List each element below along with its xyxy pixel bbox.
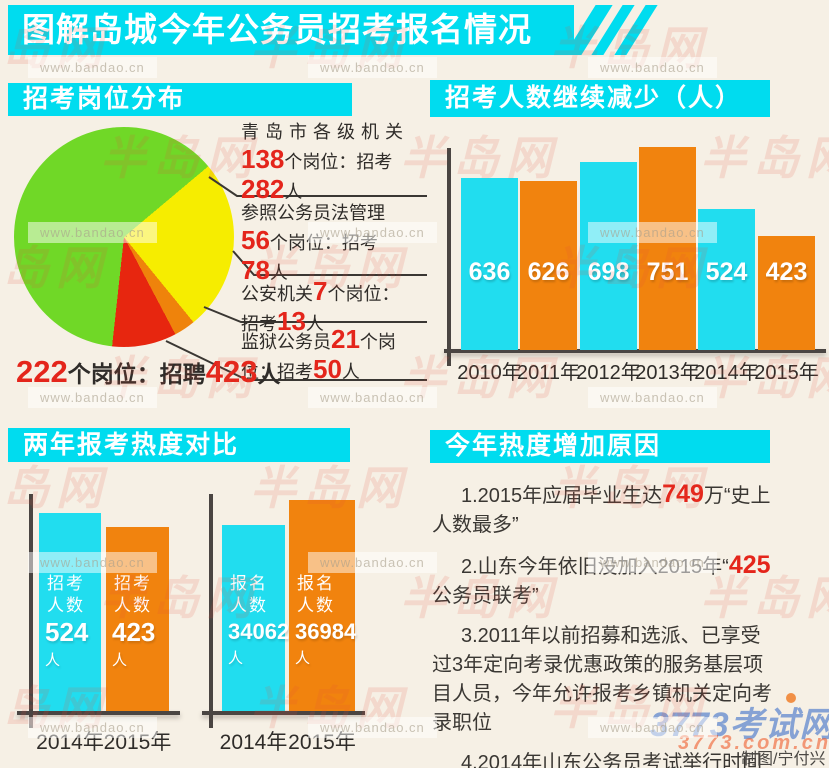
- press-watermark-url: www.bandao.cn: [28, 387, 157, 408]
- compare-y-axis: [29, 494, 33, 728]
- pie-label-prison: 监狱公务员21个岗 位：招考50人: [241, 324, 396, 384]
- reason-3: 3.2011年以前招募和选派、已享受过3年定向考录优惠政策的服务基层项目人员，今…: [432, 625, 772, 734]
- bar-category-label: 2014年: [694, 362, 759, 384]
- bar-value-label: 626: [527, 258, 570, 286]
- compare-bar-报名人数-2015年: [289, 500, 355, 711]
- compare-value: 524: [45, 617, 89, 647]
- credit-line: 制图/宁付兴: [741, 751, 826, 768]
- bar-category-label: 2013年: [635, 362, 700, 384]
- compare-value: 34062: [228, 619, 290, 644]
- compare-category-label: 2015年: [288, 731, 356, 754]
- recruit-bar-chart: 636 2010年 626 2011年 698 2012年 751 2013年 524 2014年…: [430, 120, 829, 405]
- compare-bar-value-label: 423 人: [112, 617, 167, 673]
- compare-bar-series-label: 报名 人数: [297, 574, 335, 615]
- bar-2015年: [758, 236, 815, 350]
- bar-category-label: 2011年: [516, 362, 580, 384]
- compare-bar-series-label: 招考 人数: [47, 574, 85, 615]
- panel-header-reasons-label: 今年热度增加原因: [445, 432, 662, 460]
- reason-1: 1.2015年应届毕业生达749万“史上人数最多”: [432, 480, 771, 536]
- reason-4: 4.2014年山东公务员考试举行时间比今年晚了20天左右，部分毕业生已找到工作: [461, 752, 763, 768]
- title-banner: 图解岛城今年公务员招考报名情况: [8, 5, 574, 55]
- compare-value: 423: [112, 617, 156, 647]
- press-watermark-url: www.bandao.cn: [588, 57, 717, 78]
- bar-value-label: 423: [765, 258, 808, 286]
- panel-header-compare-label: 两年报考热度对比: [23, 431, 240, 459]
- bar-value-label: 524: [705, 258, 748, 286]
- press-watermark-url: www.bandao.cn: [308, 387, 437, 408]
- compare-value-unit: 人: [112, 652, 128, 669]
- compare-category-label: 2014年: [219, 731, 288, 754]
- press-watermark-url: www.bandao.cn: [28, 57, 157, 78]
- x-axis: [444, 349, 826, 353]
- compare-bar-招考人数-2014年: [39, 513, 101, 711]
- pie-total-line: 222个岗位：招聘423人: [16, 354, 281, 389]
- compare-bar-series-label: 报名 人数: [230, 574, 268, 615]
- logo-dot-icon: [786, 693, 796, 703]
- bar-value-label: 698: [587, 258, 630, 286]
- bar-category-label: 2015年: [754, 362, 819, 384]
- compare-category-label: 2015年: [103, 731, 172, 754]
- compare-value: 36984: [295, 619, 357, 644]
- page-title: 图解岛城今年公务员招考报名情况: [22, 11, 532, 48]
- compare-bar-报名人数-2014年: [222, 525, 285, 711]
- panel-header-recruit-trend: 招考人数继续减少（人）: [430, 80, 770, 117]
- reason-2: 2.山东今年依旧没加入2015年“425公务员联考”: [432, 551, 771, 607]
- pie-label-public-security: 公安机关7个岗位： 招考13人: [241, 276, 400, 336]
- press-watermark-url: www.bandao.cn: [308, 57, 437, 78]
- panel-header-positions-label: 招考岗位分布: [23, 85, 186, 113]
- compare-bar-value-label: 524 人: [45, 617, 99, 673]
- compare-value-unit: 人: [45, 652, 61, 669]
- compare-value-unit: 人: [228, 650, 244, 667]
- bar-category-label: 2012年: [576, 362, 641, 384]
- reasons-text: 1.2015年应届毕业生达749万“史上人数最多” 2.山东今年依旧没加入201…: [432, 480, 778, 768]
- bar-value-label: 751: [646, 258, 689, 286]
- compare-bar-series-label: 招考 人数: [114, 574, 152, 615]
- compare-x-axis: [17, 711, 180, 715]
- bar-category-label: 2010年: [457, 362, 522, 384]
- compare-bar-chart: 招考 人数 524人 2014年 招考 人数 423人 2015年 报名 人数 34062人 2…: [8, 462, 422, 762]
- compare-value-unit: 人: [295, 650, 311, 667]
- y-axis: [447, 148, 451, 366]
- bar-value-label: 636: [468, 258, 511, 286]
- compare-bar-value-label: 34062 人: [228, 620, 289, 671]
- compare-bar-value-label: 36984 人: [295, 619, 357, 671]
- compare-y-axis: [209, 494, 213, 728]
- panel-header-compare: 两年报考热度对比: [8, 428, 350, 462]
- bar-2013年: [639, 147, 696, 350]
- pie-label-city-organs: 青岛市各级机关 138个岗位：招考 282人: [241, 122, 409, 204]
- bar-2010年: [461, 178, 518, 350]
- panel-header-recruit-trend-label: 招考人数继续减少（人）: [445, 84, 743, 112]
- bar-2012年: [580, 162, 637, 350]
- compare-x-axis: [202, 711, 365, 715]
- panel-header-positions: 招考岗位分布: [8, 83, 352, 116]
- panel-header-reasons: 今年热度增加原因: [430, 430, 770, 463]
- pie-chart: [14, 127, 234, 347]
- pie-label-law-managed: 参照公务员法管理 56个岗位：招考 78人: [241, 203, 385, 285]
- compare-category-label: 2014年: [36, 731, 104, 754]
- bar-2011年: [520, 181, 577, 350]
